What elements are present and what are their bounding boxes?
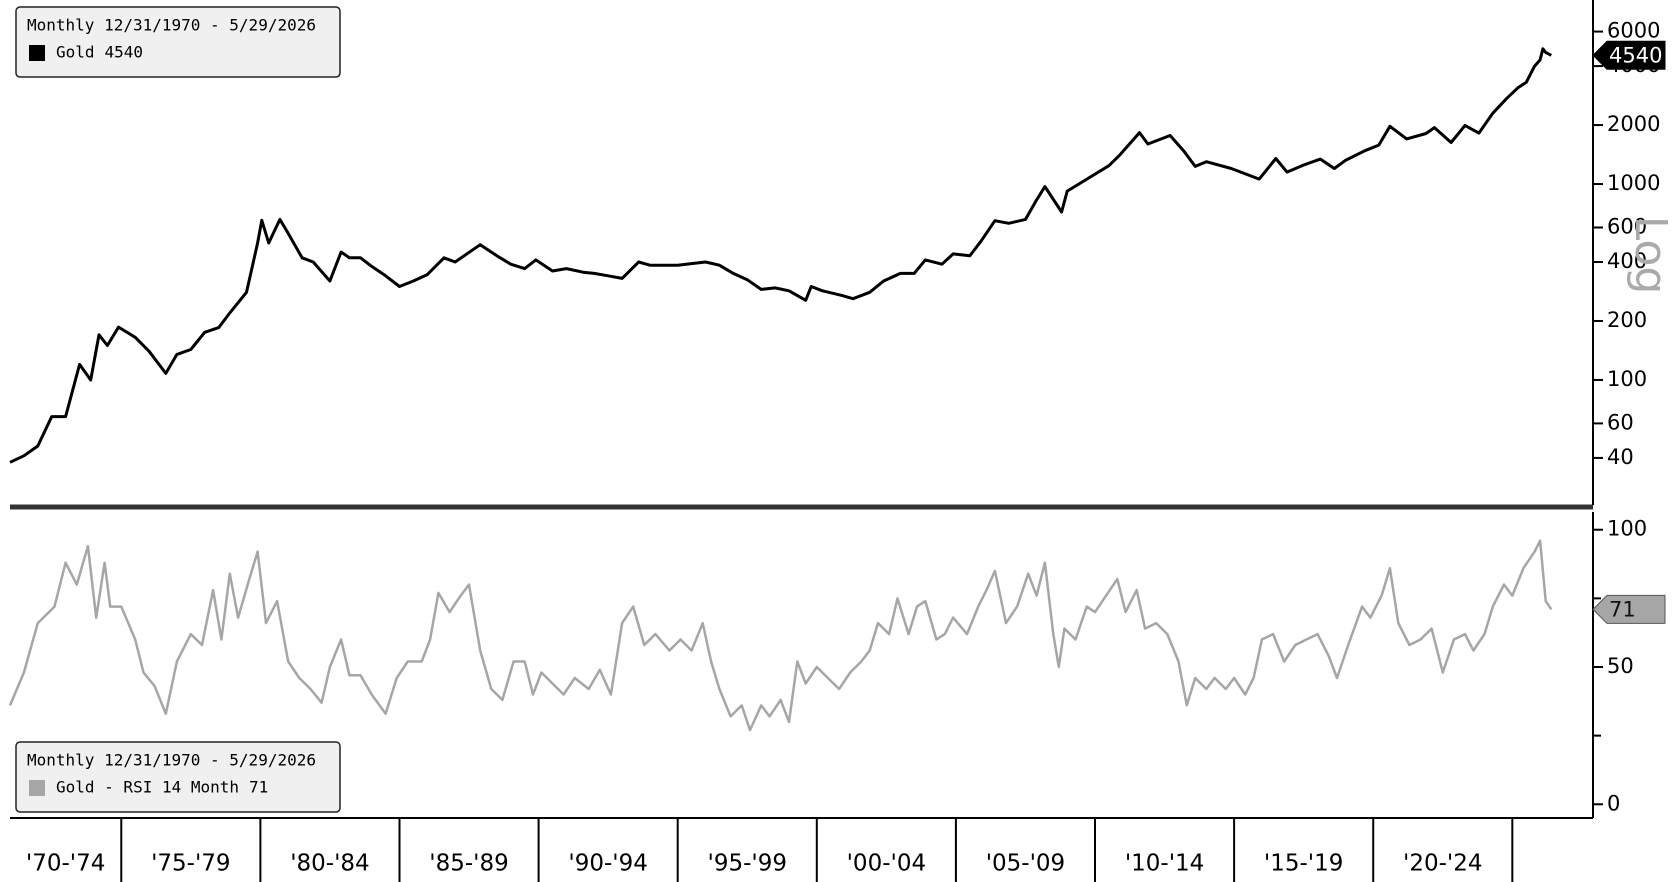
legend-title: Monthly 12/31/1970 - 5/29/2026 [27,16,316,35]
legend-value: 71 [249,778,268,797]
last-value-tag [1592,594,1666,624]
legend-box [15,741,341,813]
legend-box [15,6,341,78]
legend-value: 4540 [105,43,144,62]
last-value-label: 4540 [1609,43,1662,67]
x-tick-label: '10-'14 [1125,851,1204,877]
scale-label: Log [1625,216,1673,295]
y-tick-label: 400 [1607,249,1647,273]
y-tick-label: 60 [1607,410,1634,434]
y-tick-label: 100 [1607,517,1647,541]
y-tick-label: 40 [1607,445,1634,469]
x-tick-label: '90-'94 [568,851,647,877]
x-tick-label: '20-'24 [1403,851,1482,877]
series-line [9,47,1552,464]
y-tick-label: 200 [1607,308,1647,332]
last-value-label: 71 [1609,597,1636,621]
legend-swatch [29,780,45,796]
x-tick-label: '15-'19 [1264,851,1343,877]
legend-label: Gold [56,43,95,62]
y-tick-label: 100 [1607,367,1647,391]
x-tick-label: '85-'89 [429,851,508,877]
x-tick-label: '75-'79 [151,851,230,877]
x-tick-label: '80-'84 [290,851,369,877]
y-tick-label: 6000 [1607,19,1660,43]
x-tick-label: '05-'09 [986,851,1065,877]
legend-swatch [29,45,45,61]
y-tick-label: 2000 [1607,112,1660,136]
last-value-tag [1592,40,1666,70]
x-tick-label: '00-'04 [847,851,926,877]
x-tick-label: '70-'74 [26,851,105,877]
y-tick-label: 0 [1607,791,1620,815]
legend-label: Gold - RSI 14 Month [56,778,239,797]
y-tick-label: 600 [1607,214,1647,238]
legend-title: Monthly 12/31/1970 - 5/29/2026 [27,751,316,770]
series-line [8,539,1553,732]
x-tick-label: '95-'99 [708,851,787,877]
y-tick-label: 1000 [1607,171,1660,195]
y-tick-label: 50 [1607,654,1634,678]
